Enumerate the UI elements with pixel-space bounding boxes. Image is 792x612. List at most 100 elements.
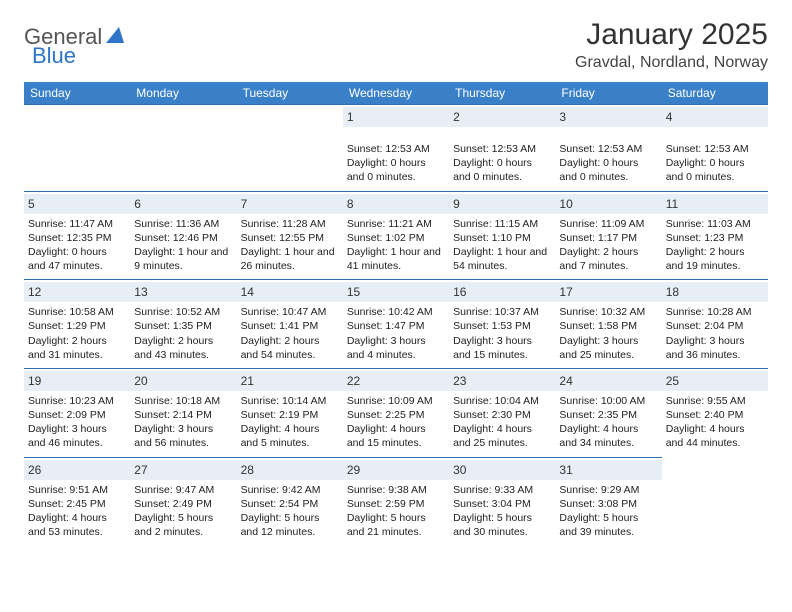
daynum-row: 12 [24,282,130,302]
sun-info-line: Daylight: 1 hour and [241,245,339,259]
day-number: 11 [666,197,678,211]
calendar-cell: 6 Sunrise: 11:36 AMSunset: 12:46 PMDaylig… [130,191,236,280]
logo-triangle-icon [106,27,124,48]
calendar-cell [130,104,236,191]
sun-info: Sunrise: 11:36 AMSunset: 12:46 PMDayligh… [134,217,232,274]
sun-info-line: Daylight: 1 hour and [347,245,445,259]
calendar-cell: 29Sunrise: 9:38 AMSunset: 2:59 PMDayligh… [343,457,449,546]
sun-info-line: Sunrise: 10:42 AM [347,305,445,319]
sun-info: Sunrise: 10:18 AMSunset: 2:14 PMDaylight… [134,394,232,451]
sun-info-line: Daylight: 2 hours [241,334,339,348]
daynum-row: 19 [24,371,130,391]
calendar-cell: 13 Sunrise: 10:52 AMSunset: 1:35 PMDaylig… [130,279,236,368]
weekday-header: Tuesday [237,82,343,104]
sun-info-line: Daylight: 2 hours [28,334,126,348]
sun-info-line: Sunset: 2:59 PM [347,497,445,511]
day-number: 1 [347,110,354,124]
weekday-header: Friday [555,82,661,104]
sun-info-line: Sunrise: 9:47 AM [134,483,232,497]
calendar-week-row: 5Sunrise: 11:47 AMSunset: 12:35 PMDaylig… [24,191,768,280]
month-title: January 2025 [575,18,768,52]
day-number: 24 [559,374,572,388]
calendar-cell [24,104,130,191]
sun-info-line: Sunrise: 9:51 AM [28,483,126,497]
sun-info: Sunrise: 10:04 AMSunset: 2:30 PMDaylight… [453,394,551,451]
sun-info-line: Daylight: 3 hours [559,334,657,348]
daynum-row: 16 [449,282,555,302]
sun-info-line: Sunset: 12:53 AM [453,142,551,156]
sun-info-line: Sunset: 12:35 PM [28,231,126,245]
daynum-row: 30 [449,460,555,480]
sun-info-line: Sunrise: 10:37 AM [453,305,551,319]
sun-info-line: Sunrise: 10:14 AM [241,394,339,408]
sun-info-line: Sunrise: 10:47 AM [241,305,339,319]
sun-info-line: and 4 minutes. [347,348,445,362]
day-number: 28 [241,463,254,477]
daynum-row: 13 [130,282,236,302]
sun-info-line: Sunset: 1:10 PM [453,231,551,245]
calendar-cell: 5Sunrise: 11:47 AMSunset: 12:35 PMDaylig… [24,191,130,280]
sun-info: Sunrise: 10:42 AMSunset: 1:47 PMDaylight… [347,305,445,362]
sun-info-line: Daylight: 0 hours [347,156,445,170]
sun-info-line: Daylight: 2 hours [666,245,764,259]
sun-info-line: Sunset: 1:29 PM [28,319,126,333]
day-number: 7 [241,197,248,211]
calendar-cell: 20Sunrise: 10:18 AMSunset: 2:14 PMDaylig… [130,368,236,457]
sun-info-line: Sunrise: 10:52 AM [134,305,232,319]
daynum-row: 25 [662,371,768,391]
sun-info-line: Sunset: 1:53 PM [453,319,551,333]
sun-info-line: Sunset: 12:53 AM [559,142,657,156]
sun-info: Sunset: 12:53 AMDaylight: 0 hoursand 0 m… [559,142,657,185]
calendar-cell: 31Sunrise: 9:29 AMSunset: 3:08 PMDayligh… [555,457,661,546]
sun-info-line: Sunrise: 11:15 AM [453,217,551,231]
calendar-week-row: 19 Sunrise: 10:23 AMSunset: 2:09 PMDaylig… [24,368,768,457]
calendar-cell: 28Sunrise: 9:42 AMSunset: 2:54 PMDayligh… [237,457,343,546]
sun-info-line: Sunset: 2:49 PM [134,497,232,511]
day-number: 2 [453,110,460,124]
sun-info-line: Sunset: 2:35 PM [559,408,657,422]
daynum-row: 31 [555,460,661,480]
daynum-row: 22 [343,371,449,391]
day-number: 19 [28,374,41,388]
daynum-row: 18 [662,282,768,302]
logo-text-blue: Blue [32,43,76,68]
sun-info-line: Sunrise: 11:03 AM [666,217,764,231]
daynum-row: 17 [555,282,661,302]
logo-text-blue-wrap: Blue [35,43,76,69]
day-number: 4 [666,110,673,124]
day-number: 6 [134,197,141,211]
sun-info-line: Sunset: 3:08 PM [559,497,657,511]
sun-info-line: Sunset: 2:45 PM [28,497,126,511]
daynum-row: 24 [555,371,661,391]
day-number: 10 [559,197,572,211]
day-number: 29 [347,463,360,477]
sun-info-line: and 43 minutes. [134,348,232,362]
sun-info-line: Sunrise: 9:55 AM [666,394,764,408]
sun-info-line: Sunset: 12:53 AM [666,142,764,156]
sun-info-line: Daylight: 5 hours [134,511,232,525]
calendar-cell: 10Sunrise: 11:09 AMSunset: 1:17 PMDaylig… [555,191,661,280]
sun-info-line: Sunset: 2:14 PM [134,408,232,422]
calendar-cell: 15Sunrise: 10:42 AMSunset: 1:47 PMDaylig… [343,279,449,368]
day-number: 16 [453,285,466,299]
daynum-row: 7 [237,194,343,214]
sun-info: Sunset: 12:53 AMDaylight: 0 hoursand 0 m… [347,142,445,185]
sun-info-line: and 5 minutes. [241,436,339,450]
calendar-week-row: 1 Sunset: 12:53 AMDaylight: 0 hoursand 0 … [24,104,768,191]
sun-info-line: Sunrise: 10:23 AM [28,394,126,408]
calendar-cell: 24Sunrise: 10:00 AMSunset: 2:35 PMDaylig… [555,368,661,457]
sun-info-line: Sunrise: 9:33 AM [453,483,551,497]
sun-info: Sunrise: 10:37 AMSunset: 1:53 PMDaylight… [453,305,551,362]
sun-info-line: Sunrise: 10:58 AM [28,305,126,319]
sun-info-line: Sunrise: 11:47 AM [28,217,126,231]
sun-info-line: Sunset: 2:25 PM [347,408,445,422]
sun-info: Sunrise: 10:52 AMSunset: 1:35 PMDaylight… [134,305,232,362]
sun-info: Sunrise: 10:23 AMSunset: 2:09 PMDaylight… [28,394,126,451]
calendar-cell: 25Sunrise: 9:55 AMSunset: 2:40 PMDayligh… [662,368,768,457]
day-number: 21 [241,374,254,388]
sun-info-line: Daylight: 1 hour and [134,245,232,259]
day-number: 30 [453,463,466,477]
sun-info: Sunrise: 9:33 AMSunset: 3:04 PMDaylight:… [453,483,551,540]
sun-info-line: Sunrise: 10:04 AM [453,394,551,408]
day-number: 14 [241,285,254,299]
